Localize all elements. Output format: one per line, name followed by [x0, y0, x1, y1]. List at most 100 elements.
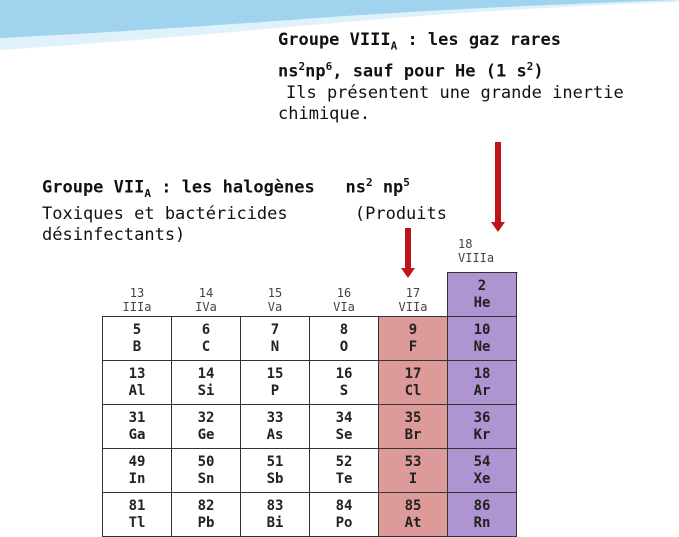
element-symbol: Br — [404, 426, 422, 443]
group-roman: VIIa — [398, 300, 428, 314]
element-cell-as: 33 As — [240, 404, 310, 449]
atomic-number: 9 — [408, 321, 418, 338]
group-header-14: 14 IVa — [171, 286, 241, 314]
atomic-number: 81 — [128, 497, 146, 514]
atomic-number: 34 — [335, 409, 353, 426]
element-symbol: C — [201, 338, 211, 355]
halogens-title: Groupe VIIA : les halogènes ns2 np5 — [42, 176, 410, 201]
atomic-number: 33 — [266, 409, 284, 426]
element-cell-i: 53 I — [378, 448, 448, 493]
group-roman: Va — [267, 300, 283, 314]
atomic-number: 35 — [404, 409, 422, 426]
atomic-number: 32 — [197, 409, 215, 426]
element-cell-sb: 51 Sb — [240, 448, 310, 493]
element-cell-tl: 81 Tl — [102, 492, 172, 537]
group-header-13: 13 IIIa — [102, 286, 172, 314]
group-number: 14 — [198, 286, 214, 300]
noble-gases-arrow — [491, 142, 505, 232]
atomic-number: 15 — [266, 365, 284, 382]
element-symbol: Ga — [128, 426, 146, 443]
group-number: 16 — [336, 286, 352, 300]
table-row: 31 Ga 32 Ge 33 As 34 Se 35 Br 36 Kr — [102, 404, 517, 449]
element-symbol: Ne — [473, 338, 491, 355]
element-cell-al: 13 Al — [102, 360, 172, 405]
atomic-number: 49 — [128, 453, 146, 470]
group-number: 17 — [405, 286, 421, 300]
element-cell-ar: 18 Ar — [447, 360, 517, 405]
element-symbol: Xe — [473, 470, 491, 487]
element-symbol: Po — [335, 514, 353, 531]
element-symbol: Ge — [197, 426, 215, 443]
group-header-17: 17 VIIa — [378, 286, 448, 314]
empty-cell — [379, 273, 448, 317]
table-row: 81 Tl 82 Pb 83 Bi 84 Po 85 At 86 Rn — [102, 492, 517, 537]
noble-gases-config: ns2np6, sauf pour He (1 s2) — [278, 60, 544, 83]
noble-gases-title: Groupe VIIIA : les gaz rares — [278, 30, 561, 53]
group-header-15: 15 Va — [240, 286, 310, 314]
group-header-16: 16 VIa — [309, 286, 379, 314]
table-row: 5 B 6 C 7 N 8 O 9 F 10 Ne — [102, 316, 517, 361]
empty-cell — [241, 273, 310, 317]
noble-gases-property-cont: chimique. — [278, 104, 371, 125]
header-wave-decoration — [0, 0, 679, 53]
halogens-property-cont: désinfectants) — [42, 225, 186, 246]
atomic-number: 54 — [473, 453, 491, 470]
atomic-number: 36 — [473, 409, 491, 426]
element-symbol: F — [408, 338, 418, 355]
element-cell-p: 15 P — [240, 360, 310, 405]
atomic-number: 10 — [473, 321, 491, 338]
element-symbol: Si — [197, 382, 215, 399]
element-cell-te: 52 Te — [309, 448, 379, 493]
table-row: 49 In 50 Sn 51 Sb 52 Te 53 I 54 Xe — [102, 448, 517, 493]
atomic-number: 31 — [128, 409, 146, 426]
element-cell-cl: 17 Cl — [378, 360, 448, 405]
atomic-number: 86 — [473, 497, 491, 514]
table-row: 2 He — [103, 272, 517, 317]
periodic-table-excerpt: 2 He 5 B 6 C 7 N 8 O 9 F 10 Ne 13 Al 14 Si 15 P 16 S 17 Cl 18 Ar 3… — [102, 272, 517, 537]
group-18-header: 18 VIIIa — [452, 233, 518, 273]
group-number: 13 — [129, 286, 145, 300]
element-symbol: Tl — [128, 514, 146, 531]
group-18-number: 18 — [458, 237, 473, 251]
element-symbol: Cl — [404, 382, 422, 399]
atomic-number: 83 — [266, 497, 284, 514]
atomic-number: 13 — [128, 365, 146, 382]
atomic-number: 14 — [197, 365, 215, 382]
element-symbol: S — [339, 382, 349, 399]
element-symbol: I — [408, 470, 418, 487]
atomic-number: 51 — [266, 453, 284, 470]
element-cell-ge: 32 Ge — [171, 404, 241, 449]
element-symbol: P — [270, 382, 280, 399]
element-symbol: He — [473, 294, 491, 311]
atomic-number: 6 — [201, 321, 211, 338]
atomic-number: 50 — [197, 453, 215, 470]
atomic-number: 7 — [270, 321, 280, 338]
group-18-roman: VIIIa — [458, 251, 495, 265]
element-symbol: Al — [128, 382, 146, 399]
group-roman: IVa — [195, 300, 217, 314]
element-symbol: N — [270, 338, 280, 355]
element-symbol: Ar — [473, 382, 491, 399]
element-cell-at: 85 At — [378, 492, 448, 537]
element-cell-rn: 86 Rn — [447, 492, 517, 537]
element-cell-po: 84 Po — [309, 492, 379, 537]
halogens-arrow — [401, 228, 415, 278]
atomic-number: 85 — [404, 497, 422, 514]
halogens-property: Toxiques et bactéricides (Produits — [42, 204, 447, 225]
empty-cell — [103, 273, 172, 317]
element-cell-se: 34 Se — [309, 404, 379, 449]
group-roman: IIIa — [122, 300, 152, 314]
element-symbol: At — [404, 514, 422, 531]
element-symbol: Rn — [473, 514, 491, 531]
atomic-number: 82 — [197, 497, 215, 514]
group-roman: VIa — [333, 300, 355, 314]
element-symbol: Te — [335, 470, 353, 487]
element-cell-si: 14 Si — [171, 360, 241, 405]
noble-gases-property: Ils présentent une grande inertie — [286, 83, 624, 104]
atomic-number: 53 — [404, 453, 422, 470]
element-cell-xe: 54 Xe — [447, 448, 517, 493]
